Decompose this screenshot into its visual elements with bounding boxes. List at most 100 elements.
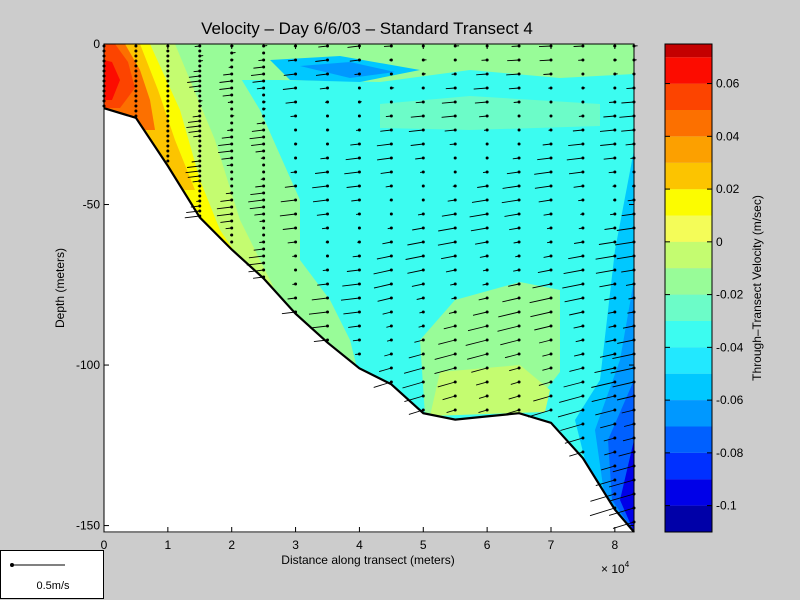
velocity-arrow-origin [421,310,425,314]
velocity-arrow [403,367,424,374]
velocity-arrow-origin [357,324,361,328]
velocity-arrow [477,185,488,188]
velocity-arrow-origin [517,86,521,90]
velocity-arrow-origin [421,170,425,174]
velocity-arrow-origin [485,142,489,146]
velocity-arrow [569,311,584,316]
velocity-arrow-origin [581,324,585,328]
velocity-arrow [340,297,360,301]
velocity-arrow-origin [581,86,585,90]
velocity-arrow-origin [294,58,298,62]
velocity-arrow-origin [485,268,489,272]
velocity-arrow-origin [230,86,234,90]
velocity-arrow-origin [613,58,617,62]
velocity-arrow-origin [453,212,457,216]
velocity-arrow [188,130,200,133]
velocity-arrow-origin [613,450,617,454]
velocity-arrow [509,227,520,231]
velocity-arrow-origin [549,296,553,300]
velocity-arrow [315,59,328,62]
velocity-arrow-origin [262,226,266,230]
velocity-arrow [402,381,424,389]
velocity-arrow [465,339,488,346]
velocity-arrow [408,353,424,359]
velocity-arrow-origin [485,380,489,384]
velocity-arrow [601,465,615,471]
velocity-arrow [470,227,488,232]
velocity-arrow-origin [613,212,617,216]
velocity-arrow-origin [134,64,138,68]
velocity-arrow-origin [262,86,266,90]
velocity-arrow-origin [389,100,393,104]
velocity-arrow-origin [421,352,425,356]
velocity-arrow [251,143,264,146]
velocity-arrow [595,479,615,487]
velocity-arrow [572,129,583,132]
velocity-arrow [473,87,488,90]
colorbar-frame [664,43,713,533]
velocity-arrow-origin [549,352,553,356]
velocity-arrow-origin [198,44,202,48]
velocity-arrow-origin [198,84,202,88]
velocity-arrow [282,87,296,90]
velocity-arrow-origin [485,86,489,90]
velocity-arrow-origin [549,142,553,146]
velocity-arrow-origin [262,58,266,62]
velocity-arrow-origin [389,380,393,384]
velocity-arrow [566,157,583,161]
velocity-arrow [612,465,635,473]
velocity-arrow-origin [613,282,617,286]
velocity-arrow-origin [581,226,585,230]
velocity-arrow [595,409,615,416]
velocity-arrow [248,269,264,273]
velocity-arrow [506,73,520,76]
velocity-arrow [478,409,488,414]
velocity-arrow-origin [581,408,585,412]
velocity-arrow-origin [581,436,585,440]
velocity-arrow [376,255,392,260]
velocity-arrow [441,101,456,104]
velocity-arrow-origin [421,156,425,160]
velocity-arrow-origin [166,79,170,83]
velocity-arrow-origin [325,296,329,300]
velocity-arrow [282,227,296,230]
colorbar-band [665,479,712,506]
velocity-arrow-origin [294,86,298,90]
velocity-arrow-origin [325,212,329,216]
velocity-arrow [591,381,615,388]
velocity-arrow-origin [294,212,298,216]
velocity-arrow-origin [389,254,393,258]
velocity-arrow-origin [613,464,617,468]
velocity-arrow [621,213,635,217]
y-tick-label: -150 [76,519,100,533]
velocity-arrow-origin [134,44,138,48]
velocity-arrow-origin [613,380,617,384]
velocity-arrow-origin [485,394,489,398]
velocity-arrow [612,521,635,529]
velocity-arrow-origin [485,58,489,62]
velocity-arrow [222,94,232,97]
x-tick-label: 0 [101,538,108,552]
velocity-arrow [534,185,552,189]
velocity-arrow-origin [485,240,489,244]
velocity-arrow [378,367,392,373]
velocity-arrow-origin [262,163,266,167]
velocity-arrow-origin [453,58,457,62]
velocity-arrow-origin [230,142,234,146]
velocity-arrow-origin [549,100,553,104]
velocity-arrow [252,80,264,83]
velocity-arrow [380,129,392,132]
velocity-arrow-origin [421,226,425,230]
velocity-arrow-origin [357,86,361,90]
velocity-arrow-origin [485,170,489,174]
colorbar-band [665,452,712,480]
velocity-arrow-origin [549,128,553,132]
velocity-arrow [434,367,456,375]
velocity-arrow-origin [262,44,266,48]
velocity-arrow [376,143,392,147]
velocity-arrow-origin [453,268,457,272]
velocity-arrow-origin [421,408,425,412]
velocity-arrow-origin [517,212,521,216]
velocity-arrow-origin [453,128,457,132]
velocity-arrow [250,192,264,196]
